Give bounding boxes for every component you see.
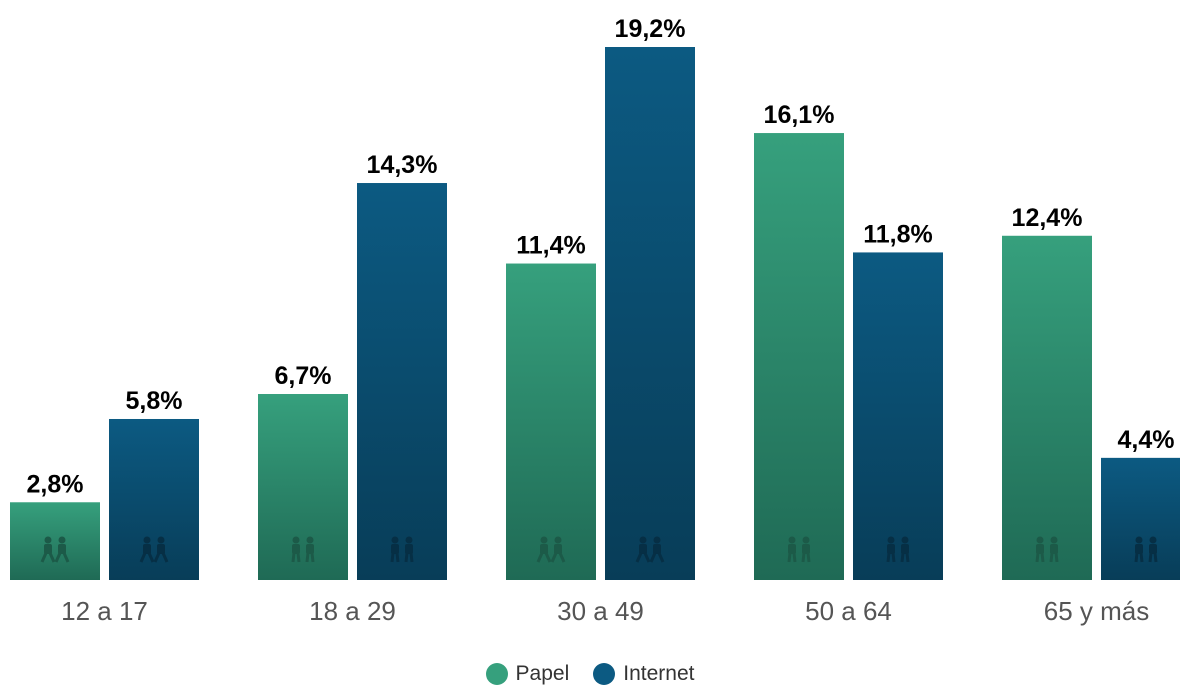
legend-swatch-papel	[485, 663, 508, 685]
couple-walking-icon	[536, 536, 566, 563]
data-label-internet-4: 4,4%	[1118, 426, 1175, 454]
bar-chart: 2,8% 5,8% 6,7% 14,3% 11,4% 19,2% 16,1% 11,8% 12,…	[10, 15, 1180, 626]
bar-papel-1	[258, 394, 348, 580]
data-label-papel-0: 2,8%	[27, 470, 84, 498]
walking-kids-icon	[40, 536, 70, 563]
couple-walking-icon	[635, 536, 665, 563]
value-labels-group: 2,8% 5,8% 6,7% 14,3% 11,4% 19,2% 16,1% 11,8% 12,…	[27, 15, 1175, 498]
elderly-couple-icon	[1134, 536, 1158, 563]
legend: Papel Internet	[0, 662, 1180, 686]
bar-papel-0	[10, 502, 100, 580]
legend-label-internet: Internet	[623, 662, 695, 685]
x-tick-label-2: 30 a 49	[557, 596, 644, 626]
bar-papel-3	[754, 133, 844, 580]
data-label-papel-4: 12,4%	[1012, 204, 1083, 232]
data-label-papel-2: 11,4%	[516, 232, 586, 260]
x-tick-labels-group: 12 a 17 18 a 29 30 a 49 50 a 64 65 y más	[61, 596, 1149, 626]
bar-papel-4	[1002, 235, 1092, 581]
legend-item-internet[interactable]: Internet	[593, 662, 694, 686]
x-tick-label-1: 18 a 29	[309, 596, 396, 626]
data-label-internet-2: 19,2%	[615, 15, 686, 43]
bar-internet-1	[357, 183, 447, 580]
x-tick-label-3: 50 a 64	[805, 596, 892, 626]
couple-holding-hands-icon	[787, 536, 811, 563]
couple-holding-hands-icon	[886, 536, 910, 563]
x-tick-label-4: 65 y más	[1044, 596, 1150, 626]
legend-item-papel[interactable]: Papel	[485, 662, 570, 686]
bar-papel-2	[506, 263, 596, 580]
data-label-internet-3: 11,8%	[863, 220, 933, 248]
data-label-internet-1: 14,3%	[367, 151, 438, 179]
legend-swatch-internet	[593, 663, 616, 685]
elderly-couple-icon	[1035, 536, 1059, 563]
data-label-papel-3: 16,1%	[764, 101, 835, 129]
x-tick-label-0: 12 a 17	[61, 596, 148, 626]
bar-internet-3	[853, 252, 943, 581]
data-label-internet-0: 5,8%	[126, 387, 183, 415]
icons-group	[40, 536, 1158, 563]
walking-kids-icon	[139, 536, 169, 563]
bar-internet-0	[109, 418, 199, 580]
couple-standing-icon	[390, 536, 414, 563]
bars-group	[10, 47, 1180, 581]
couple-standing-icon	[291, 536, 315, 563]
bar-internet-2	[605, 47, 695, 580]
data-label-papel-1: 6,7%	[275, 362, 332, 390]
legend-label-papel: Papel	[515, 662, 570, 685]
